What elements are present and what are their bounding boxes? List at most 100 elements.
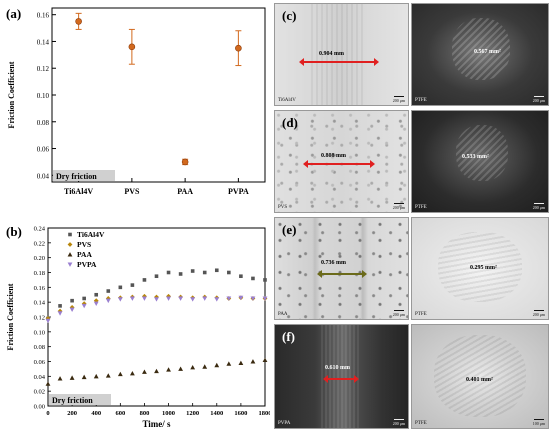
wear-width-label: 0.610 mm [325, 365, 350, 371]
data-point [81, 303, 87, 309]
data-point [154, 297, 159, 302]
wear-width-label: 0.736 mm [321, 260, 346, 266]
data-point [262, 357, 268, 363]
x-axis-label: Time/ s [142, 419, 171, 429]
scale-bar [534, 310, 544, 311]
micrograph-d-left: 0.808 mm PVS 200 μm [274, 110, 409, 213]
data-point [238, 360, 244, 365]
data-point [214, 297, 220, 302]
dry-friction-badge: Dry friction [52, 396, 93, 405]
scale-bar [534, 419, 544, 420]
sample-caption: PAA [278, 312, 288, 317]
scale-label: 100 μm [532, 421, 545, 426]
wear-width-arrow [323, 375, 359, 383]
y-tick-label: 0.08 [34, 344, 45, 351]
panel-b-label: (b) [6, 224, 22, 239]
data-point [154, 274, 159, 279]
legend-label: Ti6Al4V [77, 230, 105, 239]
scale-bar [394, 310, 404, 311]
panel-a: (a) 0.04 0.06 0.08 0.10 0.12 0.14 0.16 Ti6Al4V P… [0, 0, 270, 215]
y-tick-label: 0.24 [34, 226, 46, 233]
data-point [118, 285, 123, 290]
data-point [202, 364, 208, 369]
dry-friction-badge-bg [53, 170, 115, 181]
y-tick-label: 0.06 [37, 146, 50, 154]
y-tick-label: 0.14 [37, 38, 50, 46]
scale-bar [534, 203, 544, 204]
data-point [166, 270, 171, 275]
x-tick-label: 1000 [162, 410, 175, 417]
scale-bar [394, 419, 404, 420]
x-tick-label: 800 [140, 410, 150, 417]
data-point [239, 274, 243, 279]
data-point [178, 272, 183, 276]
micrograph-d-right: 0.533 mm² PTFE 200 μm [411, 110, 549, 213]
panel-b: (b) 0.00 0.02 0.04 0.06 0.08 0.10 0.12 0.14 0.16… [0, 218, 270, 430]
data-point [82, 296, 86, 301]
data-point [262, 296, 268, 301]
y-tick-label: 0.04 [34, 374, 46, 381]
data-point [190, 269, 195, 273]
data-point [263, 278, 267, 282]
counterface-caption: PTFE [415, 312, 427, 317]
data-point [142, 369, 147, 374]
data-point [45, 318, 51, 324]
data-point [238, 295, 244, 301]
counterface-caption: PTFE [415, 98, 427, 103]
y-tick-label: 0.10 [37, 92, 50, 100]
legend-marker [67, 242, 73, 247]
data-point [45, 381, 51, 386]
panel-c-label: (c) [282, 8, 297, 23]
wear-area-label: 0.567 mm² [474, 49, 501, 55]
data-point [250, 296, 256, 301]
data-point [178, 366, 184, 371]
legend-label: PAA [77, 250, 92, 259]
scale-label: 200 μm [392, 98, 405, 103]
x-tick-label: PVPA [228, 187, 249, 196]
data-point [214, 268, 219, 273]
wear-width-label: 0.904 mm [319, 51, 344, 57]
x-tick-label: 200 [67, 410, 77, 417]
y-tick-label: 0.04 [37, 172, 50, 180]
data-point [75, 18, 82, 25]
x-tick-label: 1400 [210, 410, 223, 417]
y-tick-label: 0.22 [34, 240, 45, 247]
scale-label: 200 μm [392, 312, 405, 317]
legend-label: PVS [77, 240, 91, 249]
micrograph-c-left: 0.904 mm Ti6Al4V 200 μm [274, 3, 409, 106]
series-paa [45, 357, 268, 386]
series-ti6al4v [46, 268, 267, 321]
data-point [105, 298, 111, 304]
legend-marker [68, 232, 72, 237]
data-point [181, 158, 189, 166]
data-point [129, 296, 135, 301]
y-tick-label: 0.06 [34, 359, 46, 366]
y-tick-label: 0.02 [34, 389, 45, 396]
panel-a-label: (a) [6, 6, 22, 21]
y-axis-label: Friction Coefficient [6, 283, 15, 350]
data-point [142, 296, 147, 301]
wear-width-label: 0.808 mm [321, 153, 346, 159]
scale-label: 200 μm [392, 421, 405, 426]
data-point [142, 278, 147, 282]
micrograph-f-left: 0.610 mm PVPA 200 μm [274, 324, 409, 429]
y-tick-label: 0.12 [34, 315, 45, 322]
data-point [227, 270, 231, 275]
data-point [154, 294, 159, 300]
data-point [202, 270, 207, 275]
data-point [129, 370, 135, 376]
y-tick-label: 0.16 [37, 12, 50, 20]
wear-width-arrow [303, 160, 375, 168]
y-tick-label: 0.20 [34, 255, 45, 262]
scale-bar [394, 96, 404, 97]
data-point [250, 359, 256, 364]
micrograph-c-right: 0.567 mm² PTFE 200 μm [411, 3, 549, 106]
legend-marker [67, 252, 73, 257]
wear-width-arrow [317, 270, 367, 278]
data-point [69, 307, 75, 312]
legend-label: PVPA [77, 260, 97, 269]
scale-label: 200 μm [532, 98, 545, 103]
data-point [57, 308, 63, 314]
scale-label: 200 μm [532, 205, 545, 210]
legend-marker [67, 262, 73, 267]
